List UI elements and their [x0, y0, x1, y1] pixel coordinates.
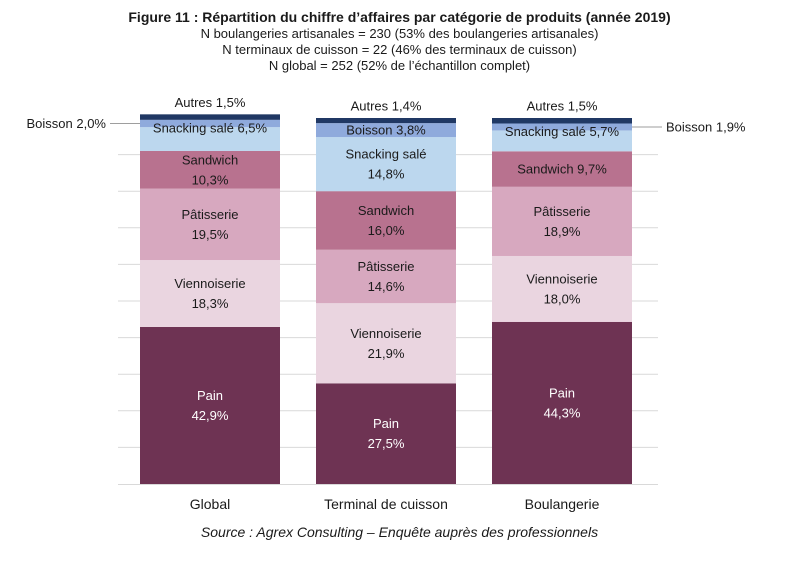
bar-segment-sandwich-0 [140, 150, 280, 189]
bar-segment-snacking-sal--2 [492, 130, 632, 152]
bar-segment-sandwich-2 [492, 151, 632, 187]
bar-segment-boisson-1 [316, 123, 456, 138]
data-label-boisson-1: Boisson 3,8% [346, 123, 426, 138]
bars [140, 114, 632, 484]
bar-segment-pain-1 [316, 383, 456, 484]
data-label-p-tisserie-1: Pâtisserie 14,6% [357, 259, 414, 294]
data-label-p-tisserie-2: Pâtisserie 18,9% [533, 204, 590, 239]
bar-segment-viennoiserie-1 [316, 303, 456, 384]
bar-segment-autres-0 [140, 114, 280, 120]
x-tick-label-2: Boulangerie [525, 496, 600, 512]
x-axis: Global Terminal de cuisson Boulangerie [190, 496, 600, 512]
chart-title: Figure 11 : Répartition du chiffre d’aff… [128, 9, 671, 25]
data-label-boisson-2: Boisson 1,9% [666, 119, 746, 134]
bar-segment-boisson-0 [140, 119, 280, 128]
data-label-autres-2: Autres 1,5% [527, 99, 598, 114]
bar-segment-snacking-sal--0 [140, 127, 280, 151]
bar-segment-p-tisserie-2 [492, 186, 632, 256]
data-label-p-tisserie-0: Pâtisserie 19,5% [181, 207, 238, 242]
data-label-boisson-0: Boisson 2,0% [27, 116, 107, 131]
data-labels: Pain 42,9% Viennoiserie 18,3% Pâtisserie 19,5… [27, 95, 746, 451]
bar-segment-p-tisserie-0 [140, 188, 280, 261]
subtitle-global: N global = 252 (52% de l’échantillon com… [268, 58, 531, 73]
bar-segment-autres-2 [492, 118, 632, 124]
bar-segment-p-tisserie-1 [316, 249, 456, 304]
data-label-viennoiserie-1: Viennoiserie 21,9% [350, 326, 421, 361]
data-label-pain-1: Pain 27,5% [368, 416, 405, 451]
data-label-snacking-sal--1: Snacking salé 14,8% [346, 147, 427, 182]
chart-header: Figure 11 : Répartition du chiffre d’aff… [0, 8, 799, 74]
data-label-pain-2: Pain 44,3% [544, 385, 581, 420]
x-tick-label-1: Terminal de cuisson [324, 496, 448, 512]
bar-segment-pain-2 [492, 321, 632, 484]
data-label-viennoiserie-2: Viennoiserie 18,0% [526, 271, 597, 306]
bar-segment-boisson-2 [492, 123, 632, 131]
data-label-sandwich-2: Sandwich 9,7% [517, 162, 607, 177]
x-tick-label-0: Global [190, 496, 230, 512]
bar-segment-pain-0 [140, 326, 280, 484]
data-label-autres-0: Autres 1,5% [175, 95, 246, 110]
data-label-autres-1: Autres 1,4% [351, 99, 422, 114]
bar-segment-sandwich-1 [316, 191, 456, 250]
subtitle-terminaux: N terminaux de cuisson = 22 (46% des ter… [222, 42, 577, 57]
data-label-sandwich-0: Sandwich 10,3% [182, 152, 238, 187]
data-label-pain-0: Pain 42,9% [192, 388, 229, 423]
bar-segment-viennoiserie-2 [492, 255, 632, 322]
bar-segment-snacking-sal--1 [316, 137, 456, 192]
bar-segment-viennoiserie-0 [140, 260, 280, 327]
subtitle-boulangeries: N boulangeries artisanales = 230 (53% de… [200, 26, 599, 41]
data-label-snacking-sal--2: Snacking salé 5,7% [505, 124, 620, 139]
chart-source: Source : Agrex Consulting – Enquête aupr… [200, 524, 599, 540]
bar-segment-autres-1 [316, 118, 456, 124]
data-label-sandwich-1: Sandwich 16,0% [358, 203, 414, 238]
data-label-snacking-sal--0: Snacking salé 6,5% [153, 121, 268, 136]
data-label-viennoiserie-0: Viennoiserie 18,3% [174, 276, 245, 311]
